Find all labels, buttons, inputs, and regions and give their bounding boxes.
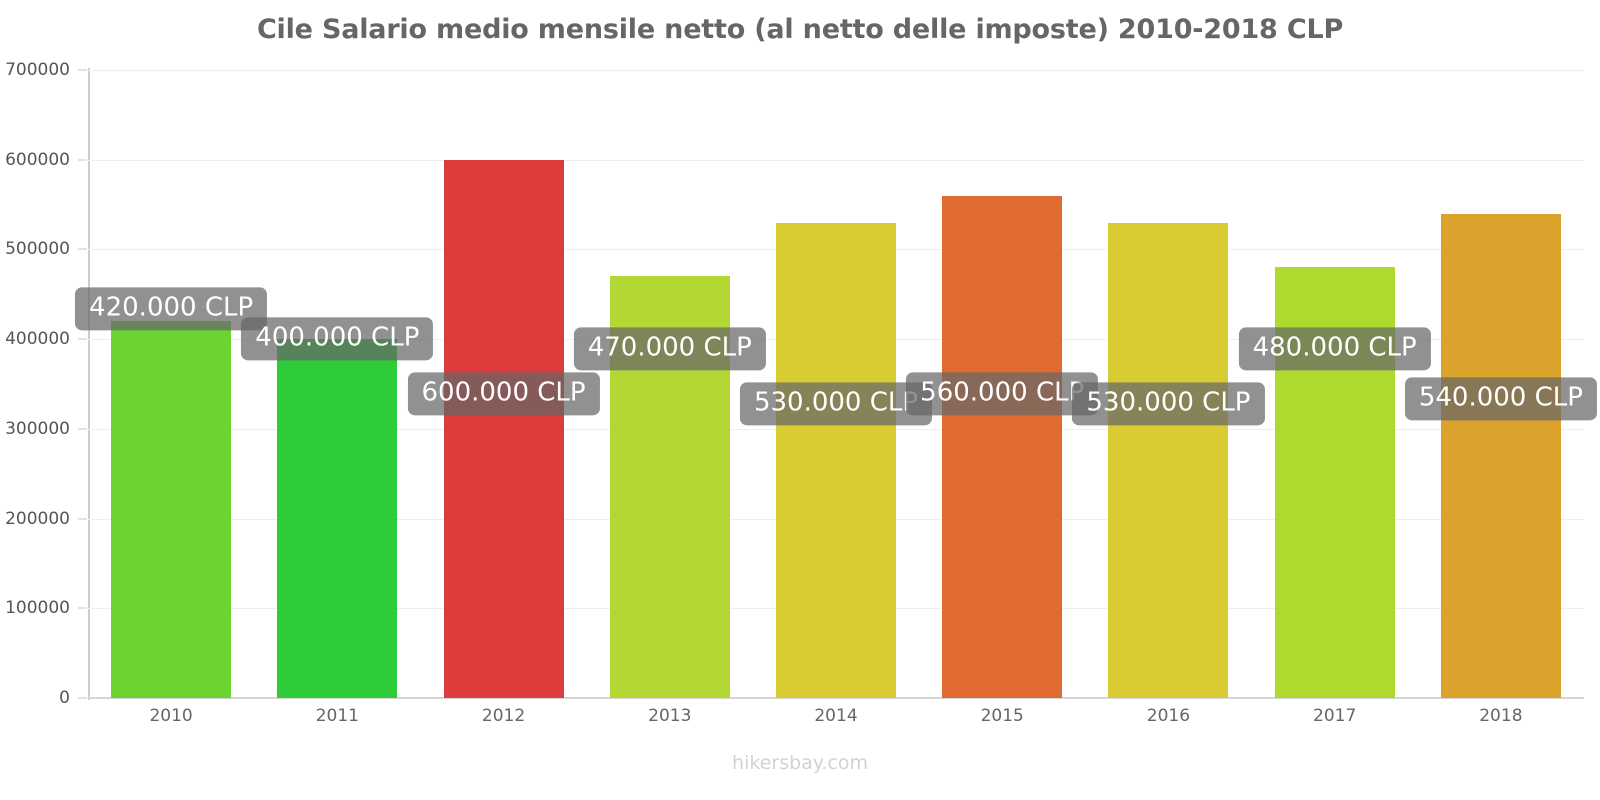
x-axis-tick-label: 2011 [315,706,359,726]
bar-2010[interactable] [111,321,232,698]
bar-2011[interactable] [277,339,398,698]
bar-2014[interactable] [776,222,896,698]
y-axis-tick-label: 600000 [5,149,70,170]
y-axis-tick-label: 400000 [5,329,70,350]
y-axis-line [88,68,90,700]
y-axis-tick [78,338,87,340]
bar-2012[interactable] [443,159,564,698]
x-axis-tick-label: 2017 [1313,706,1357,726]
y-axis-tick-label: 200000 [5,508,70,529]
x-axis-tick-label: 2015 [980,706,1024,726]
bar-2018[interactable] [1440,213,1561,698]
x-axis-tick-label: 2016 [1146,706,1191,726]
bar-2016[interactable] [1108,222,1229,698]
gridline [88,159,1584,161]
x-axis-tick-label: 2010 [149,706,193,726]
y-axis-tick [78,69,87,71]
y-axis-tick-label: 100000 [5,598,70,619]
plot-area [88,70,1584,699]
y-axis-tick [78,518,87,520]
y-axis-tick-label: 700000 [5,60,70,80]
watermark: hikersbay.com [732,752,868,774]
y-axis-tick [78,159,87,161]
bar-2015[interactable] [942,195,1063,698]
y-axis-tick-label: 0 [59,688,70,708]
y-axis-tick-label: 300000 [5,418,70,439]
x-axis-tick-label: 2012 [481,706,526,726]
bars-layer [88,70,1584,698]
gridline [88,70,1584,71]
chart-title: Cile Salario medio mensile netto (al net… [256,14,1344,45]
bar-2017[interactable] [1274,267,1395,698]
y-axis-tick [78,248,87,250]
x-axis-labels: 2010 2011 2012 2013 2014 2015 2016 2017 2018 [88,706,1584,736]
y-axis-tick [78,607,87,609]
bar-2013[interactable] [609,276,730,698]
y-axis-tick [78,428,87,430]
x-axis-tick-label: 2013 [648,706,692,726]
x-axis-tick-label: 2018 [1479,706,1523,726]
gridline [88,697,1584,699]
y-axis-labels: 0 100000 200000 300000 400000 500000 600000 700… [0,60,87,708]
y-axis-tick-label: 500000 [5,239,70,260]
x-axis-tick-label: 2014 [814,706,858,726]
y-axis-tick [78,697,87,699]
